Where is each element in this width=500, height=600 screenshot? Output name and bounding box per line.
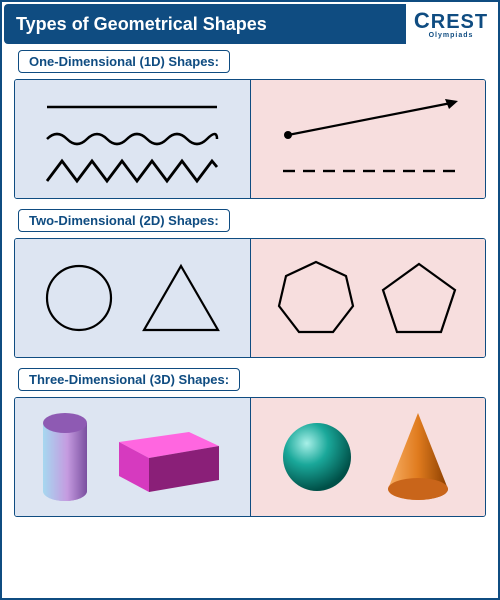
header: Types of Geometrical Shapes CREST Olympi… <box>4 4 496 44</box>
cell-1d-left <box>15 80 250 198</box>
brand-logo: CREST Olympiads <box>406 4 496 44</box>
cell-3d-right <box>250 398 486 516</box>
cell-3d-left <box>15 398 250 516</box>
section-label-3d: Three-Dimensional (3D) Shapes: <box>18 368 240 391</box>
cylinder-icon <box>35 407 95 507</box>
shapes-1d-left-svg <box>27 85 237 193</box>
logo-subtitle: Olympiads <box>429 32 474 39</box>
pentagon-icon <box>377 258 462 338</box>
cone-icon <box>378 407 458 507</box>
section-label-2d: Two-Dimensional (2D) Shapes: <box>18 209 230 232</box>
logo-brand: CREST <box>414 10 488 32</box>
triangle-icon <box>136 258 226 338</box>
logo-rest: REST <box>431 11 488 33</box>
panel-1d <box>14 79 486 199</box>
circle-icon <box>39 258 119 338</box>
panel-2d <box>14 238 486 358</box>
section-1d: One-Dimensional (1D) Shapes: <box>14 50 486 199</box>
title-text: Types of Geometrical Shapes <box>16 14 267 35</box>
section-label-1d: One-Dimensional (1D) Shapes: <box>18 50 230 73</box>
heptagon-icon <box>274 256 359 341</box>
section-3d: Three-Dimensional (3D) Shapes: <box>14 368 486 517</box>
panel-3d <box>14 397 486 517</box>
cell-2d-left <box>15 239 250 357</box>
cell-2d-right <box>250 239 486 357</box>
cuboid-icon <box>109 412 229 502</box>
section-2d: Two-Dimensional (2D) Shapes: <box>14 209 486 358</box>
cell-1d-right <box>250 80 486 198</box>
content: One-Dimensional (1D) Shapes: <box>4 50 496 517</box>
shapes-1d-right-svg <box>263 85 473 193</box>
logo-accent-letter: C <box>414 8 431 33</box>
page-frame: Types of Geometrical Shapes CREST Olympi… <box>0 0 500 600</box>
sphere-icon <box>277 417 357 497</box>
page-title: Types of Geometrical Shapes <box>4 4 406 44</box>
